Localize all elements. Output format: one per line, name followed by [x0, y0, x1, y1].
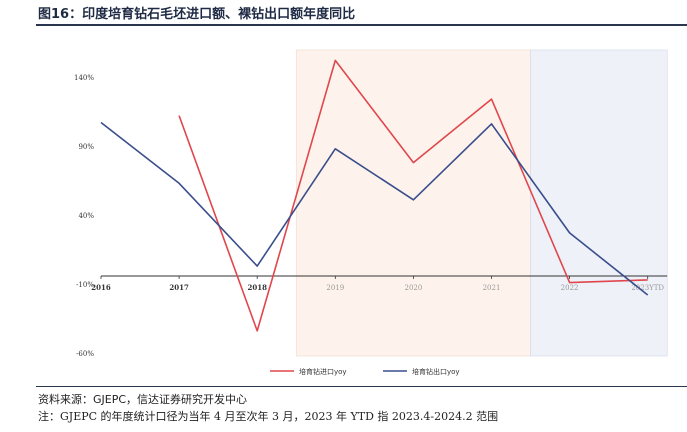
- x-tick-label: 2023YTD: [631, 284, 664, 292]
- x-tick-label: 2022: [561, 284, 579, 292]
- y-tick-label: 40%: [78, 212, 94, 220]
- x-tick-label: 2016: [91, 283, 111, 292]
- y-tick-label: 140%: [74, 74, 94, 82]
- legend-label-2: 培育钻出口yoy: [412, 367, 460, 376]
- series-lines: [100, 59, 649, 332]
- figure-title: 图16：印度培育钻石毛坯进口额、裸钻出口额年度同比: [38, 7, 356, 22]
- x-tick-label: 2020: [404, 284, 422, 292]
- legend-label-1: 培育钻进口yoy: [299, 367, 347, 376]
- series-line-2: [100, 121, 649, 296]
- axes: 2016 2017 2018 2019 2020 2021 2022 2023YTD -60% -…: [74, 74, 668, 358]
- title-rule: [36, 24, 687, 26]
- x-tick-label: 2019: [326, 284, 344, 292]
- shaded-regions: [295, 49, 668, 357]
- series-line-1: [178, 59, 648, 332]
- legend: 培育钻进口yoy 培育钻出口yoy: [270, 367, 460, 376]
- y-tick-label: 90%: [78, 143, 94, 151]
- footer-rule: [36, 386, 687, 387]
- shaded-region-1: [295, 49, 531, 357]
- source-text: 资料来源：GJEPC，信达证券研究开发中心: [38, 393, 248, 406]
- y-tick-label: -10%: [76, 281, 94, 289]
- x-tick-label: 2021: [483, 284, 501, 292]
- y-tick-label: -60%: [76, 350, 94, 358]
- note-text: 注：GJEPC 的年度统计口径为当年 4 月至次年 3 月，2023 年 YTD…: [38, 410, 499, 423]
- shaded-region-2: [530, 49, 668, 357]
- x-tick-label: 2017: [169, 283, 189, 292]
- x-tick-label: 2018: [247, 283, 267, 292]
